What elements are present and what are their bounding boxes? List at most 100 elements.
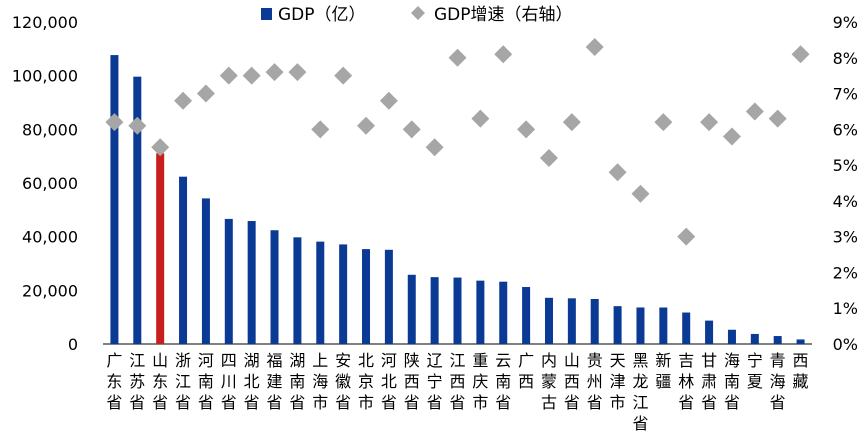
bar [339, 244, 348, 344]
scatter-point [562, 113, 581, 132]
bar [247, 221, 256, 344]
y-right-tick-label: 8% [833, 49, 858, 68]
y-left-tick-label: 100,000 [12, 67, 78, 86]
scatter-point [334, 66, 353, 85]
scatter-point [722, 127, 741, 146]
y-left-tick-label: 0 [68, 335, 78, 354]
x-tick-label: 重庆市 [472, 351, 488, 412]
scatter-point [631, 184, 650, 203]
bar [522, 287, 531, 344]
scatter-point [265, 63, 284, 82]
x-tick-label: 湖南省 [289, 351, 305, 412]
bar [384, 249, 393, 344]
x-tick-label: 江西省 [449, 351, 465, 412]
x-tick-label: 安徽省 [335, 351, 351, 412]
x-tick-label: 云南省 [495, 351, 511, 412]
bar [727, 329, 736, 344]
y-right-tick-label: 5% [833, 156, 858, 175]
y-right-tick-label: 7% [833, 85, 858, 104]
x-tick-label: 黑龙江省 [632, 351, 648, 433]
y-right-tick-label: 0% [833, 335, 858, 354]
y-left-tick-label: 80,000 [22, 120, 78, 139]
scatter-point [242, 66, 261, 85]
y-left-tick-label: 60,000 [22, 174, 78, 193]
bar [636, 307, 645, 344]
scatter-point [791, 45, 810, 64]
scatter-point [494, 45, 513, 64]
legend: GDP（亿） GDP增速（右轴） [261, 5, 573, 25]
y-right-tick-label: 3% [833, 228, 858, 247]
bar [750, 333, 759, 344]
bar [224, 218, 233, 344]
legend-label-gdp: GDP（亿） [278, 5, 366, 25]
bar [567, 298, 576, 344]
y-left-tick-label: 40,000 [22, 228, 78, 247]
scatter-series [105, 38, 810, 246]
bar [544, 297, 553, 344]
legend-swatch-gdp [261, 8, 272, 20]
bar [430, 277, 439, 344]
bar [156, 153, 165, 344]
bar [110, 55, 119, 344]
bar [590, 299, 599, 344]
scatter-point [311, 120, 330, 139]
x-tick-label: 广西 [518, 351, 534, 391]
x-tick-label: 陕西省 [404, 351, 420, 412]
scatter-point [219, 66, 238, 85]
x-tick-label: 青海省 [770, 351, 786, 412]
y-right-tick-label: 1% [833, 299, 858, 318]
scatter-point [288, 63, 307, 82]
bar [499, 281, 508, 344]
y-right-tick-label: 4% [833, 192, 858, 211]
scatter-point [517, 120, 536, 139]
x-tick-label: 西藏 [793, 351, 809, 391]
x-tick-label: 河北省 [381, 351, 397, 412]
scatter-point [425, 138, 444, 157]
scatter-point [174, 91, 193, 110]
bar [705, 320, 714, 344]
bar [179, 176, 188, 344]
scatter-point [585, 38, 604, 57]
y-right-tick-label: 9% [833, 13, 858, 32]
scatter-point [402, 120, 421, 139]
legend-label-growth: GDP增速（右轴） [434, 5, 573, 25]
bar [270, 230, 279, 344]
bar-series [110, 55, 805, 345]
x-tick-label: 新疆 [655, 351, 671, 391]
scatter-point [379, 91, 398, 110]
x-tick-label: 贵州省 [587, 351, 603, 412]
x-tick-label: 河南省 [198, 351, 214, 412]
scatter-point [654, 113, 673, 132]
bar [201, 198, 210, 344]
bar [659, 307, 668, 344]
scatter-point [448, 48, 467, 67]
bar [133, 76, 142, 345]
x-tick-label: 辽宁省 [427, 351, 443, 412]
scatter-point [471, 109, 490, 128]
bar [682, 312, 691, 344]
x-tick-label: 北京市 [358, 351, 374, 412]
x-tick-label: 上海市 [312, 351, 328, 412]
x-tick-label: 江苏省 [129, 351, 145, 412]
x-tick-label: 福建省 [267, 351, 283, 412]
scatter-point [105, 113, 124, 132]
scatter-point [539, 148, 558, 167]
y-left-tick-label: 120,000 [12, 13, 78, 32]
scatter-point [745, 102, 764, 121]
bar [453, 277, 462, 344]
x-tick-label: 四川省 [221, 351, 237, 412]
y-left-tick-label: 20,000 [22, 281, 78, 300]
x-tick-label: 浙江省 [175, 351, 191, 412]
bar [407, 274, 416, 344]
scatter-point [151, 138, 170, 157]
x-tick-label: 内蒙古 [541, 351, 557, 412]
scatter-point [128, 116, 147, 135]
x-tick-label: 广东省 [106, 351, 122, 412]
x-tick-label: 海南省 [724, 351, 740, 412]
bar [476, 280, 485, 344]
x-tick-label: 天津市 [610, 351, 626, 412]
bar [773, 336, 782, 344]
x-tick-label: 甘肃省 [701, 351, 717, 412]
